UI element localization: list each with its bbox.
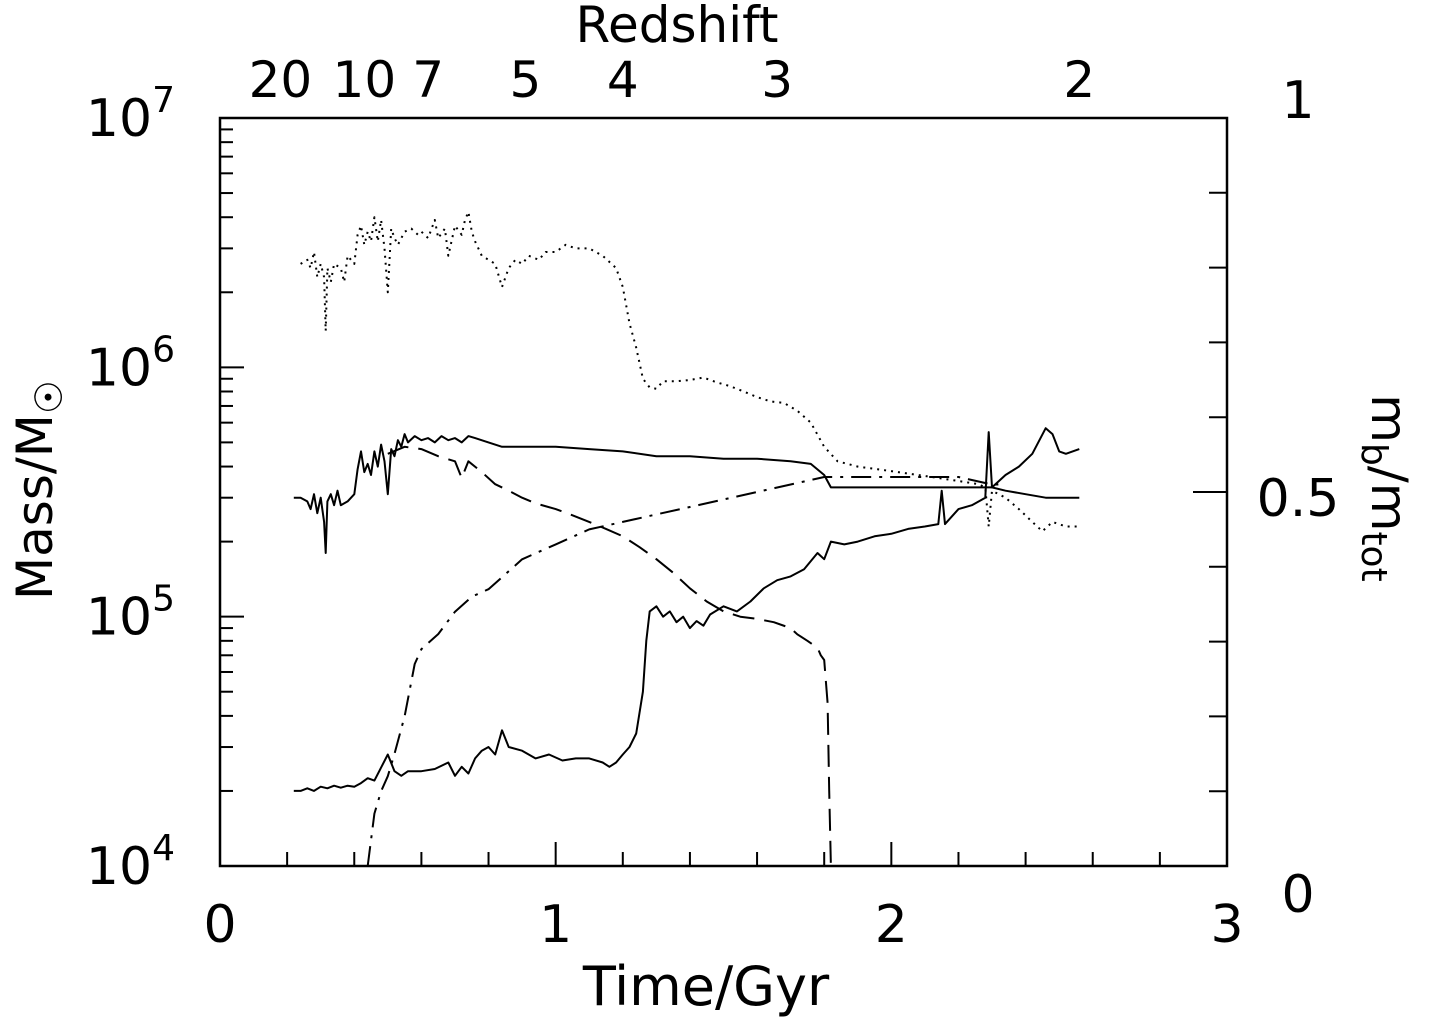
y-tick-base: 10	[86, 837, 152, 897]
right-tick-label: 0	[1281, 865, 1314, 925]
top-axis-title: Redshift	[576, 0, 779, 54]
series-line-solid-1	[293, 433, 1080, 554]
series-line-solid-2	[293, 427, 1080, 792]
sun-symbol: ☉	[27, 380, 71, 414]
svg-text:Mass/M☉: Mass/M☉	[6, 380, 71, 600]
y-tick-base: 10	[86, 89, 152, 149]
left-axis-ticks	[220, 128, 244, 867]
right-axis-title-sub-tot: tot	[1353, 531, 1394, 581]
x-tick-label: 3	[1210, 895, 1243, 955]
top-tick-label: 10	[333, 51, 397, 109]
series-line-dotted-0	[300, 210, 1080, 533]
series-line-dashed-3	[387, 445, 832, 867]
x-tick-label: 0	[203, 895, 236, 955]
y-tick-base: 10	[86, 338, 152, 398]
y-tick-label: 106	[86, 329, 175, 398]
x-axis-title: Time/Gyr	[582, 955, 830, 1018]
y-tick-exponent: 4	[152, 828, 175, 869]
y-tick-exponent: 6	[152, 329, 175, 370]
y-tick-label: 105	[86, 579, 175, 648]
top-tick-label: 2	[1063, 51, 1095, 109]
series-line-dashdot-4	[366, 476, 1006, 867]
y-axis-title: Mass/M☉	[6, 380, 71, 600]
y-tick-label: 107	[86, 80, 175, 149]
right-axis-title-sep: /m	[1360, 466, 1418, 532]
right-tick-label: 0.5	[1257, 469, 1340, 529]
y-tick-base: 10	[86, 588, 152, 648]
plot-frame	[218, 116, 1229, 868]
x-tick-label: 2	[875, 895, 908, 955]
x-tick-label: 1	[539, 895, 572, 955]
series-layer	[293, 210, 1080, 867]
top-tick-label: 7	[412, 51, 444, 109]
top-tick-label: 4	[607, 51, 639, 109]
right-axis-title-sub-b: b	[1353, 443, 1394, 466]
top-tick-label: 20	[249, 51, 313, 109]
right-axis-ticks	[1193, 191, 1227, 793]
plot-area-border	[218, 116, 1229, 868]
y-tick-exponent: 5	[152, 579, 175, 620]
right-axis-title-m: m	[1360, 394, 1418, 443]
top-tick-label: 3	[761, 51, 793, 109]
right-tick-label: 1	[1281, 71, 1314, 131]
top-tick-label: 5	[510, 51, 542, 109]
bottom-axis-ticks	[286, 842, 1161, 866]
right-axis-title: mb/mtot	[1353, 394, 1418, 581]
y-axis-title-text: Mass/M	[6, 414, 64, 600]
svg-text:mb/mtot: mb/mtot	[1353, 394, 1418, 581]
y-tick-label: 104	[86, 828, 175, 897]
y-tick-exponent: 7	[152, 80, 175, 121]
